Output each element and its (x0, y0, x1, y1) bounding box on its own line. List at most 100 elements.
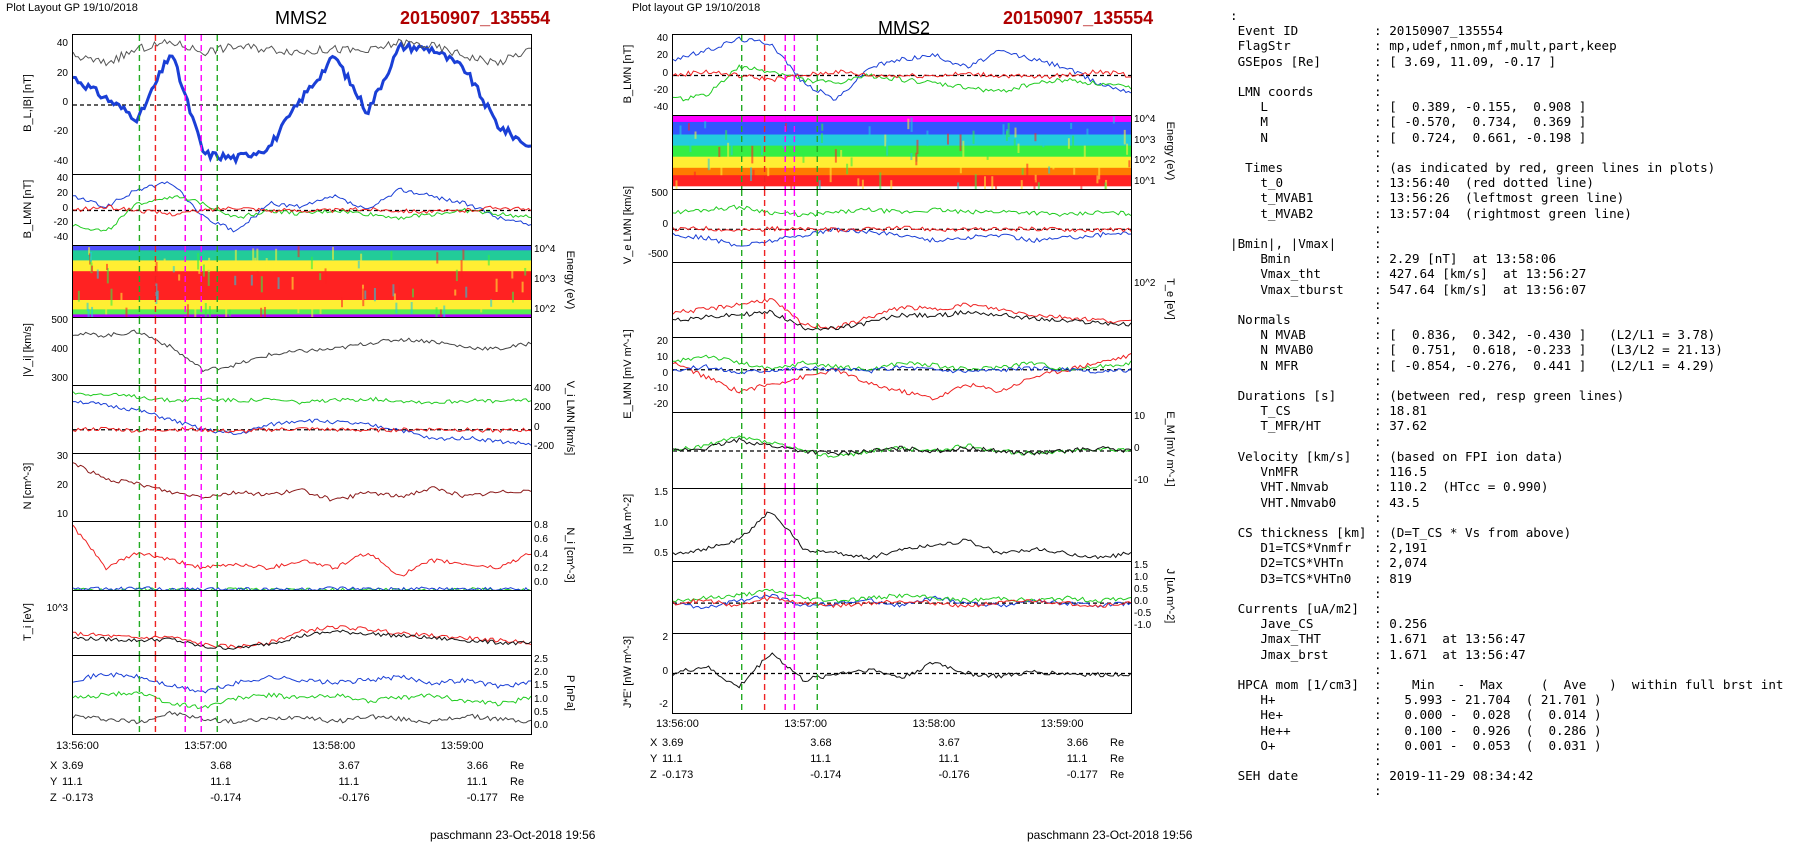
spectrogram-streak (87, 308, 90, 318)
panel-minor-ions-svg (73, 522, 531, 591)
y-tick-label: 0.4 (534, 548, 548, 560)
summary-line: Jave_CS : 0.256 (1230, 616, 1428, 632)
spectrogram-streak (89, 251, 92, 262)
orbit-unit: Re (1110, 753, 1125, 765)
orbit-value: -0.173 (662, 769, 694, 781)
spectrogram-streak (225, 304, 228, 318)
orbit-value: 11.1 (938, 753, 960, 765)
y-tick-label: 10^3 (534, 274, 556, 285)
spectrogram-band (673, 116, 1131, 123)
orbit-value: 11.1 (662, 753, 683, 765)
spectrogram-streak (332, 246, 335, 260)
y-tick-label: 2.5 (534, 654, 548, 666)
y-tick-label: 2 (662, 632, 668, 644)
series-j-n (673, 596, 1131, 609)
series-v-n (73, 426, 531, 434)
spectrogram-streak (395, 302, 398, 314)
panel-jdote-svg (673, 634, 1131, 713)
summary-line: LMN coords : (1230, 84, 1382, 100)
series-v-m (73, 391, 531, 405)
y-tick-label: 0.2 (534, 562, 548, 574)
panel-density-svg (73, 454, 531, 522)
spectrogram-streak (962, 140, 965, 158)
orbit-row-label: X (50, 760, 58, 772)
series-e-n (673, 364, 1131, 375)
spectrogram-streak (91, 265, 94, 272)
y-tick-label: 1.0 (534, 693, 548, 705)
y-tick-label: -20 (653, 84, 668, 96)
summary-line: Bmin : 2.29 [nT] at 13:58:06 (1230, 251, 1557, 267)
spectrogram-streak (1083, 145, 1086, 159)
spectrogram-streak (890, 180, 893, 190)
summary-line: M : [ -0.570, 0.734, 0.369 ] (1230, 114, 1587, 130)
summary-line: Vmax_tburst : 547.64 [km/s] at 13:56:07 (1230, 281, 1587, 297)
spectrogram-band (673, 134, 1131, 147)
y-tick-label: 10^4 (534, 243, 556, 255)
y-axis-label-j-mag: |J| [uA m^-2] (622, 493, 634, 554)
summary-line: : (1230, 783, 1382, 799)
orbit-row-label: Y (50, 776, 58, 788)
spectrogram-streak (439, 309, 442, 318)
spectrogram-streak (341, 296, 344, 308)
y-axis-label-b-lmn-2: B_LMN [nT] (622, 44, 634, 103)
spectrogram-streak (208, 306, 211, 318)
spectrogram-streak (393, 293, 396, 305)
y-tick-label: -500 (647, 249, 668, 261)
left-spacecraft-title: MMS2 (275, 8, 328, 28)
y-axis-label-density: N [cm^-3] (22, 462, 34, 510)
spectrogram-band (73, 271, 531, 301)
panel-vi (72, 317, 532, 387)
panel-e-lmn (672, 337, 1132, 414)
spectrogram-streak (1026, 163, 1029, 176)
spectrogram-band (673, 145, 1131, 158)
y-tick-label: 400 (534, 383, 551, 395)
y-tick-label: -10 (1134, 474, 1149, 486)
y-tick-label: 10 (56, 508, 68, 520)
series--vexb-m (673, 437, 1131, 456)
panel-pressure (72, 655, 532, 735)
summary-line: N MVAB0 : [ 0.751, 0.618, -0.233 ] (L3/L… (1230, 342, 1723, 358)
orbit-value: -0.177 (1066, 769, 1098, 781)
left-footer: paschmann 23-Oct-2018 19:56 (430, 828, 596, 842)
summary-line: VHT.Nmvab : 110.2 (HTcc = 0.990) (1230, 479, 1549, 495)
panel-em (672, 412, 1132, 490)
summary-line: : (1230, 433, 1382, 449)
panel-j-mag (672, 488, 1132, 563)
y-tick-label: -200 (534, 440, 555, 452)
spectrogram-streak (436, 252, 439, 264)
spectrogram-streak (785, 122, 788, 132)
spectrogram-streak (364, 290, 367, 300)
spectrogram-streak (163, 258, 166, 265)
y-tick-label: 20 (56, 187, 68, 199)
spectrogram-streak (1112, 116, 1115, 124)
summary-line: Event ID : 20150907_135554 (1230, 23, 1503, 39)
spectrogram-band (73, 300, 531, 311)
spectrogram-streak (974, 174, 977, 190)
spectrogram-streak (1021, 168, 1024, 175)
spectrogram-streak (820, 133, 823, 143)
summary-line: Normals : (1230, 312, 1382, 328)
spectrogram-streak (946, 133, 949, 145)
spectrogram-streak (995, 181, 998, 190)
spectrogram-streak (1002, 124, 1005, 138)
spectrogram-streak (829, 166, 832, 183)
spectrogram-streak (234, 249, 237, 261)
spectrogram-streak (228, 309, 231, 317)
y-tick-label: 0.6 (534, 534, 548, 545)
spectrogram-streak (1073, 168, 1076, 175)
y-tick-label: 0 (1134, 443, 1140, 454)
orbit-value: 11.1 (62, 776, 83, 788)
series--b- (73, 38, 531, 67)
y-tick-label: 0 (662, 665, 668, 677)
spectrogram-streak (725, 130, 728, 140)
panel-b-lmn-2 (672, 34, 1132, 117)
series-t-perp (73, 629, 531, 651)
spectrogram-streak (208, 257, 211, 272)
y-tick-label: 0 (62, 202, 68, 214)
spectrogram-streak (319, 305, 322, 314)
series-e-m (673, 354, 1131, 372)
orbit-value: 11.1 (1066, 753, 1088, 765)
x-tick-label: 13:58:00 (312, 740, 356, 752)
spectrogram-streak (495, 278, 498, 292)
spectrogram-streak (265, 258, 268, 271)
